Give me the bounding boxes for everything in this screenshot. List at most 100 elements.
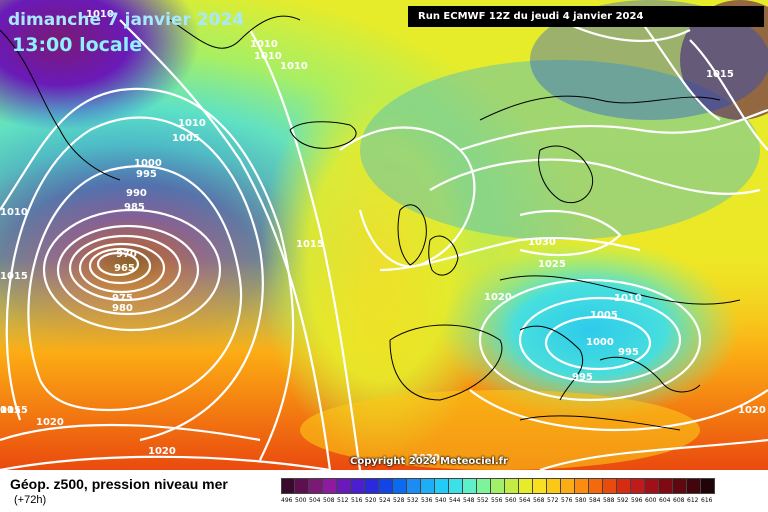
color-scale-cell	[701, 478, 715, 494]
color-scale-label: 500	[295, 497, 307, 504]
color-scale-label: 596	[631, 497, 643, 504]
color-scale-label: 552	[477, 497, 489, 504]
copyright: Copyright 2024 Meteociel.fr	[350, 456, 508, 467]
isobar-label: 995	[572, 372, 593, 383]
isobar-label: 1015	[296, 239, 324, 250]
color-scale-labels: 496 500 504 508 512 516 520 524 528 532 536 540 544 5…	[281, 497, 715, 504]
variable-title: Géop. z500, pression niveau mer	[10, 476, 228, 492]
color-scale-cell	[575, 478, 589, 494]
color-scale	[281, 478, 715, 494]
isobar-label: 965	[114, 263, 135, 274]
color-scale-label: 520	[365, 497, 377, 504]
legend-footer: Géop. z500, pression niveau mer (+72h) 4…	[0, 470, 768, 512]
color-scale-cell	[435, 478, 449, 494]
isobar-label: 1020	[484, 292, 512, 303]
color-scale-label: 568	[533, 497, 545, 504]
coastlines	[0, 15, 741, 431]
isobar-label: 1020	[738, 405, 766, 416]
color-scale-label: 548	[463, 497, 475, 504]
color-scale-label: 576	[561, 497, 573, 504]
color-scale-cell	[491, 478, 505, 494]
color-scale-label: 604	[659, 497, 671, 504]
isobar-label: 1015	[0, 271, 28, 282]
color-scale-cell	[365, 478, 379, 494]
color-scale-label: 564	[519, 497, 531, 504]
isobar-label: 985	[124, 202, 145, 213]
color-scale-cell	[617, 478, 631, 494]
color-scale-cell	[687, 478, 701, 494]
color-scale-cell	[477, 478, 491, 494]
color-scale-label: 580	[575, 497, 587, 504]
color-scale-cell	[659, 478, 673, 494]
isobar-label: 1020	[412, 453, 440, 464]
color-scale-label: 544	[449, 497, 461, 504]
isobar-label: 1010	[254, 51, 282, 62]
color-scale-cell	[533, 478, 547, 494]
isobar-label: 990	[126, 188, 147, 199]
isobar-label: 1005	[172, 133, 200, 144]
isobar-label: 995	[618, 347, 639, 358]
isobar-label: 1000	[586, 337, 614, 348]
lead-time: (+72h)	[14, 494, 47, 506]
color-scale-label: 616	[701, 497, 713, 504]
map-local-time: 13:00 locale	[12, 34, 143, 56]
color-scale-cell	[407, 478, 421, 494]
color-scale-label: 516	[351, 497, 363, 504]
color-scale-label: 600	[645, 497, 657, 504]
color-scale-cell	[463, 478, 477, 494]
color-scale-cell	[589, 478, 603, 494]
isobar-label: 1015	[0, 405, 28, 416]
color-scale-label: 572	[547, 497, 559, 504]
color-scale-label: 524	[379, 497, 391, 504]
color-scale-cell	[631, 478, 645, 494]
isobar-label: 1000	[134, 158, 162, 169]
isobar-label: 1005	[590, 310, 618, 321]
geopotential-field: 1010101010101010101010051000995990985970…	[0, 0, 768, 470]
color-scale-label: 584	[589, 497, 601, 504]
color-scale-cell	[393, 478, 407, 494]
isobar-label: 1020	[36, 417, 64, 428]
isobar-label: 015	[0, 405, 21, 416]
color-scale-cell	[421, 478, 435, 494]
color-scale-cell	[547, 478, 561, 494]
color-scale-label: 560	[505, 497, 517, 504]
isobar-label: 1020	[148, 446, 176, 457]
map-date: dimanche 7 janvier 2024	[8, 10, 245, 30]
isobar-label: 1010	[178, 118, 206, 129]
isobar-label: 1010	[86, 9, 114, 20]
color-scale-cell	[323, 478, 337, 494]
isobar-label: 975	[112, 293, 133, 304]
color-scale-label: 536	[421, 497, 433, 504]
isobar-label: 995	[136, 169, 157, 180]
isobar-label: 1030	[528, 237, 556, 248]
color-scale-cell	[309, 478, 323, 494]
color-scale-cell	[505, 478, 519, 494]
isobar-label: 1010	[0, 207, 28, 218]
isobar-label: 970	[116, 249, 137, 260]
color-scale-cell	[351, 478, 365, 494]
isobar-labels: 1010101010101010101010051000995990985970…	[0, 9, 766, 464]
color-scale-label: 608	[673, 497, 685, 504]
color-scale-cell	[519, 478, 533, 494]
color-scale-cell	[603, 478, 617, 494]
color-scale-cell	[449, 478, 463, 494]
isobar-label: 1010	[614, 293, 642, 304]
isobar-label: 1015	[706, 69, 734, 80]
weather-map: 1010 1010 1010 1010 1010 1005 1000 995 990 985 970…	[0, 0, 768, 470]
color-scale-cell	[295, 478, 309, 494]
run-info: Run ECMWF 12Z du jeudi 4 janvier 2024	[408, 6, 764, 27]
color-scale-label: 528	[393, 497, 405, 504]
color-scale-cell	[281, 478, 295, 494]
isobar-label: 980	[112, 303, 133, 314]
isobar-lines	[0, 19, 768, 470]
isobar-label: 1025	[538, 259, 566, 270]
color-scale-cell	[337, 478, 351, 494]
color-scale-cell	[561, 478, 575, 494]
color-scale-cell	[645, 478, 659, 494]
color-scale-label: 612	[687, 497, 699, 504]
isobar-label: 1010	[250, 39, 278, 50]
color-scale-label: 540	[435, 497, 447, 504]
color-scale-cell	[379, 478, 393, 494]
color-scale-cell	[673, 478, 687, 494]
color-scale-label: 508	[323, 497, 335, 504]
